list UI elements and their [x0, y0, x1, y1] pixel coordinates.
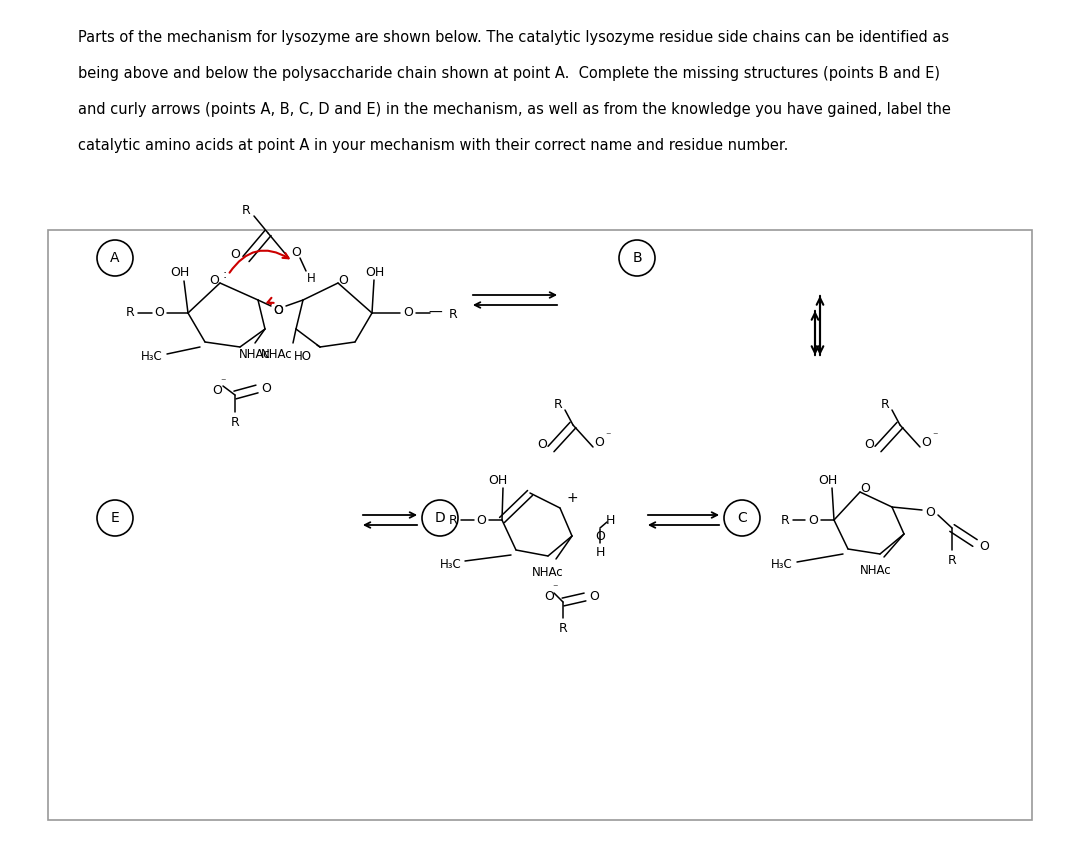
- Text: ⁻: ⁻: [605, 431, 611, 441]
- Text: A: A: [110, 251, 120, 265]
- Text: ⁻: ⁻: [220, 377, 226, 387]
- Text: R: R: [880, 399, 889, 411]
- Text: O: O: [808, 514, 818, 527]
- Text: Parts of the mechanism for lysozyme are shown below. The catalytic lysozyme resi: Parts of the mechanism for lysozyme are …: [78, 30, 949, 45]
- Text: and curly arrows (points A, B, C, D and E) in the mechanism, as well as from the: and curly arrows (points A, B, C, D and …: [78, 102, 950, 117]
- Text: O: O: [595, 529, 605, 543]
- Text: R: R: [448, 309, 457, 321]
- Text: OH: OH: [365, 265, 384, 278]
- Text: O: O: [926, 506, 935, 520]
- Text: D: D: [434, 511, 445, 525]
- Text: O: O: [921, 436, 931, 449]
- Text: H: H: [595, 546, 605, 560]
- Text: H₃C: H₃C: [141, 349, 163, 362]
- Text: NHAc: NHAc: [260, 348, 292, 360]
- Text: NHAc: NHAc: [532, 566, 564, 578]
- Text: O: O: [230, 248, 240, 261]
- Text: E: E: [110, 511, 120, 525]
- Text: OH: OH: [819, 473, 838, 487]
- Text: O: O: [261, 382, 271, 395]
- Text: R: R: [242, 204, 251, 217]
- Text: O: O: [403, 306, 413, 320]
- Text: O: O: [980, 539, 989, 553]
- Text: H₃C: H₃C: [771, 559, 793, 572]
- Text: NHAc: NHAc: [239, 348, 271, 360]
- Text: +: +: [566, 491, 578, 505]
- Text: O: O: [864, 438, 874, 450]
- Text: O: O: [292, 246, 301, 259]
- Text: O: O: [537, 438, 546, 450]
- Text: R: R: [231, 416, 240, 428]
- Text: B: B: [632, 251, 642, 265]
- Text: ⁻: ⁻: [932, 431, 937, 441]
- Text: catalytic amino acids at point A in your mechanism with their correct name and r: catalytic amino acids at point A in your…: [78, 138, 788, 153]
- Text: O: O: [589, 590, 599, 604]
- Text: being above and below the polysaccharide chain shown at point A.  Complete the m: being above and below the polysaccharide…: [78, 66, 940, 81]
- Text: NHAc: NHAc: [860, 564, 892, 577]
- Text: R: R: [125, 306, 134, 320]
- Text: O: O: [212, 383, 221, 397]
- Text: :: :: [222, 269, 227, 282]
- Text: O: O: [544, 589, 554, 602]
- Text: R: R: [781, 514, 789, 527]
- Text: OH: OH: [488, 473, 508, 487]
- Text: H: H: [307, 271, 315, 284]
- Text: —: —: [428, 306, 442, 320]
- Text: ⁻: ⁻: [552, 583, 557, 593]
- Text: O: O: [594, 436, 604, 449]
- Text: O: O: [860, 482, 869, 494]
- Text: R: R: [554, 399, 563, 411]
- Text: C: C: [738, 511, 747, 525]
- Bar: [48, 230, 1032, 820]
- Text: HO: HO: [294, 349, 312, 362]
- Text: OH: OH: [171, 266, 190, 280]
- Text: O: O: [154, 306, 164, 320]
- Text: R: R: [947, 554, 957, 566]
- Text: H₃C: H₃C: [441, 557, 462, 571]
- Text: O: O: [338, 275, 348, 287]
- Text: O: O: [273, 304, 283, 317]
- Text: R: R: [448, 514, 457, 527]
- Text: R: R: [558, 622, 567, 634]
- Text: O: O: [273, 304, 283, 317]
- Text: H: H: [605, 514, 615, 527]
- Text: O: O: [210, 275, 219, 287]
- Text: O: O: [476, 514, 486, 527]
